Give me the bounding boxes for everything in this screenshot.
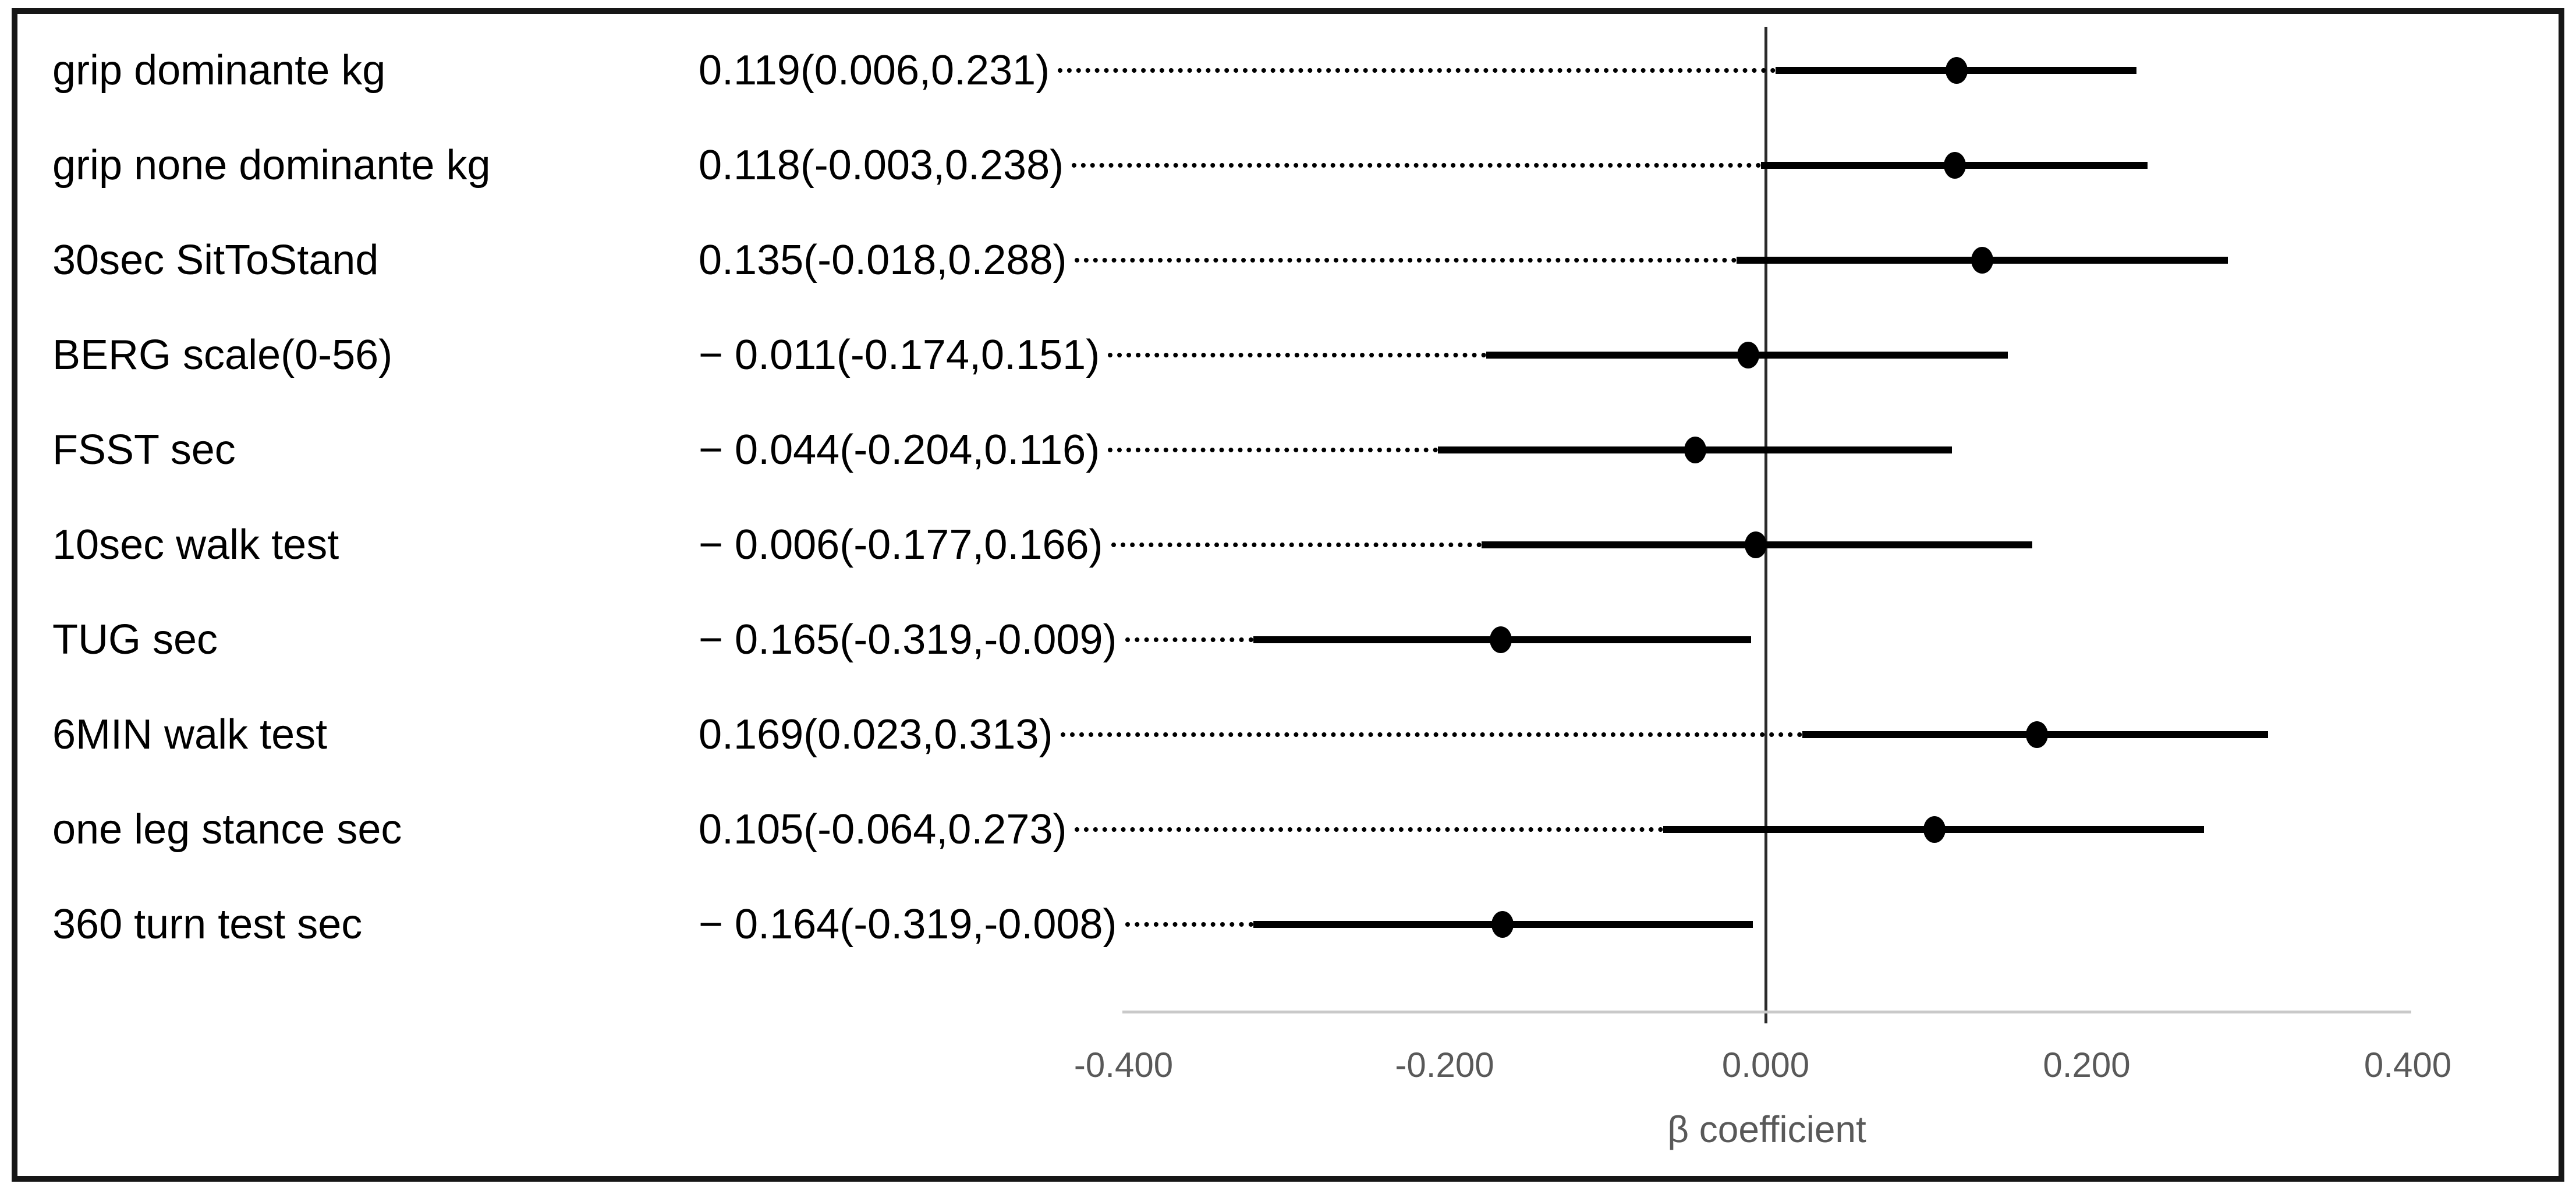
row-value-text: − 0.011(-0.174,0.151) <box>699 332 1100 378</box>
beta-estimate-marker <box>1971 247 1994 274</box>
leader-dotted-line <box>1072 163 1761 168</box>
row-label: TUG sec <box>52 616 218 663</box>
row-label: 30sec SitToStand <box>52 237 379 283</box>
row-value-and-leader: 0.119(0.006,0.231) <box>699 46 1776 95</box>
beta-estimate-marker <box>1944 152 1966 179</box>
beta-estimate-marker <box>2026 721 2049 748</box>
leader-dotted-line <box>1125 637 1254 642</box>
beta-estimate-marker <box>1745 531 1767 558</box>
beta-estimate-marker <box>1923 816 1946 843</box>
row-value-text: 0.118(-0.003,0.238) <box>699 142 1064 189</box>
row-value-text: 0.169(0.023,0.313) <box>699 711 1053 758</box>
beta-estimate-marker <box>1684 437 1706 463</box>
leader-dotted-line <box>1125 922 1254 927</box>
row-value-text: 0.119(0.006,0.231) <box>699 47 1050 94</box>
row-value-and-leader: − 0.006(-0.177,0.166) <box>699 520 1482 569</box>
leader-dotted-line <box>1108 448 1438 452</box>
zero-reference-line <box>1764 27 1767 1023</box>
plot-border-frame <box>12 8 2564 1182</box>
row-label: grip dominante kg <box>52 47 386 94</box>
row-label: 6MIN walk test <box>52 711 328 758</box>
row-value-and-leader: 0.118(-0.003,0.238) <box>699 141 1761 190</box>
row-value-text: 0.105(-0.064,0.273) <box>699 806 1067 853</box>
x-tick-label: 0.200 <box>2043 1045 2131 1084</box>
row-label: grip none dominante kg <box>52 142 491 189</box>
row-value-text: 0.135(-0.018,0.288) <box>699 237 1067 283</box>
leader-dotted-line <box>1075 258 1737 263</box>
row-value-text: − 0.006(-0.177,0.166) <box>699 522 1103 568</box>
row-value-and-leader: − 0.164(-0.319,-0.008) <box>699 900 1254 949</box>
leader-dotted-line <box>1075 827 1663 832</box>
x-tick-label: 0.000 <box>1721 1045 1810 1084</box>
row-value-text: − 0.164(-0.319,-0.008) <box>699 901 1117 948</box>
row-label: 10sec walk test <box>52 522 339 568</box>
row-value-text: − 0.044(-0.204,0.116) <box>699 427 1100 473</box>
leader-dotted-line <box>1111 543 1482 547</box>
x-tick-label: -0.200 <box>1395 1045 1494 1084</box>
row-label: one leg stance sec <box>52 806 402 853</box>
row-value-text: − 0.165(-0.319,-0.009) <box>699 616 1117 663</box>
row-label: FSST sec <box>52 427 236 473</box>
beta-estimate-marker <box>1737 342 1759 368</box>
leader-dotted-line <box>1108 353 1487 357</box>
leader-dotted-line <box>1061 732 1803 737</box>
row-value-and-leader: − 0.165(-0.319,-0.009) <box>699 615 1254 664</box>
x-tick-label: -0.400 <box>1073 1045 1174 1084</box>
beta-estimate-marker <box>1490 626 1512 653</box>
x-axis-title: β coefficient <box>1667 1108 1866 1150</box>
row-value-and-leader: 0.105(-0.064,0.273) <box>699 805 1663 854</box>
x-axis-line <box>1122 1011 2411 1013</box>
beta-estimate-marker <box>1946 57 1968 84</box>
row-label: BERG scale(0-56) <box>52 332 393 378</box>
row-value-and-leader: 0.169(0.023,0.313) <box>699 710 1803 759</box>
row-value-and-leader: 0.135(-0.018,0.288) <box>699 236 1737 285</box>
row-label: 360 turn test sec <box>52 901 363 948</box>
leader-dotted-line <box>1058 68 1776 73</box>
beta-estimate-marker <box>1491 911 1514 938</box>
x-tick-label: 0.400 <box>2364 1045 2452 1084</box>
row-value-and-leader: − 0.011(-0.174,0.151) <box>699 331 1487 380</box>
row-value-and-leader: − 0.044(-0.204,0.116) <box>699 426 1438 474</box>
